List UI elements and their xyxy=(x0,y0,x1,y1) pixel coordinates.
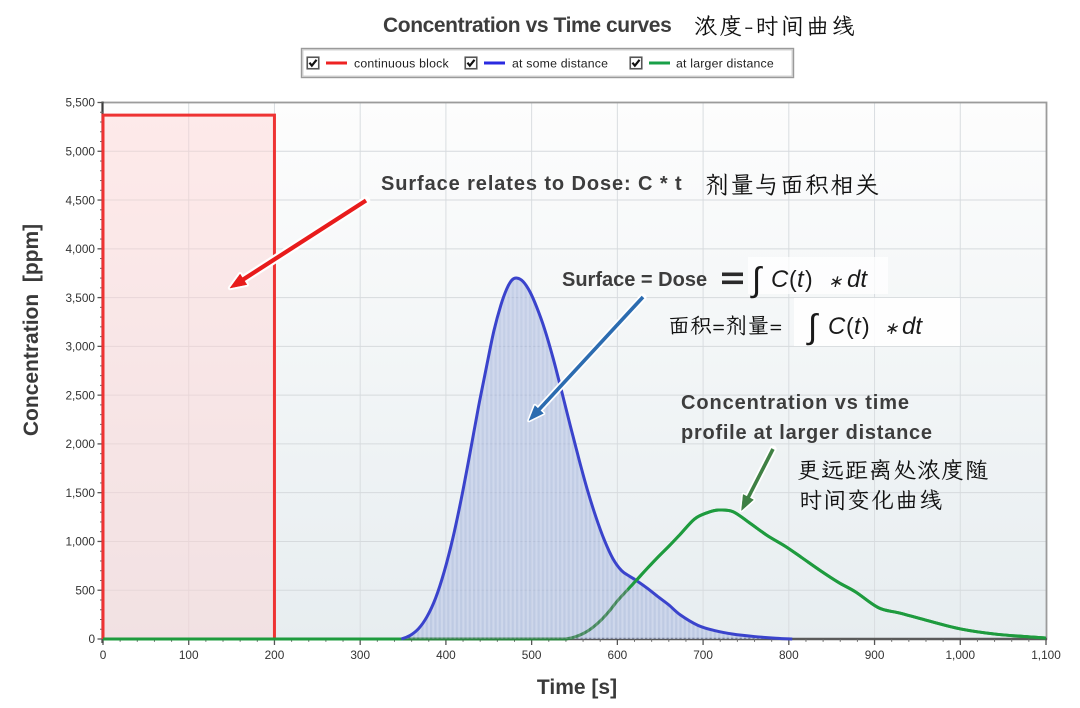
svg-text:700: 700 xyxy=(693,648,713,662)
svg-text:3,000: 3,000 xyxy=(65,340,95,354)
svg-text:): ) xyxy=(862,313,870,339)
svg-text:0: 0 xyxy=(88,632,95,646)
svg-text:Surface = Dose: Surface = Dose xyxy=(562,269,707,291)
svg-text:200: 200 xyxy=(265,648,285,662)
svg-text:300: 300 xyxy=(350,648,370,662)
svg-text:dt: dt xyxy=(847,266,868,293)
svg-text:Concentration vs Time curves: Concentration vs Time curves xyxy=(383,14,671,37)
svg-text:2,000: 2,000 xyxy=(65,437,95,451)
svg-text:continuous block: continuous block xyxy=(354,57,449,71)
svg-text:5,500: 5,500 xyxy=(65,96,95,110)
svg-text:1,500: 1,500 xyxy=(65,486,95,500)
svg-text:500: 500 xyxy=(522,648,542,662)
svg-text:更远距离处浓度随: 更远距离处浓度随 xyxy=(797,454,989,485)
svg-text:1,000: 1,000 xyxy=(65,535,95,549)
svg-text:Concentration [ppm]: Concentration [ppm] xyxy=(20,224,43,436)
svg-text:profile at larger distance: profile at larger distance xyxy=(681,422,933,444)
svg-text:∗: ∗ xyxy=(884,319,898,338)
svg-text:600: 600 xyxy=(608,648,628,662)
svg-text:900: 900 xyxy=(865,648,885,662)
svg-text:(: ( xyxy=(846,313,854,339)
svg-text:4,000: 4,000 xyxy=(65,242,95,256)
svg-text:4,500: 4,500 xyxy=(65,193,95,207)
svg-text:t: t xyxy=(797,266,805,293)
svg-text:C: C xyxy=(828,313,846,340)
svg-text:面积=剂量=: 面积=剂量= xyxy=(668,311,782,340)
svg-text:Surface relates to Dose: C * t: Surface relates to Dose: C * t xyxy=(381,173,683,195)
svg-text:(: ( xyxy=(789,266,797,292)
svg-text:800: 800 xyxy=(779,648,799,662)
svg-text:400: 400 xyxy=(436,648,456,662)
svg-text:∫: ∫ xyxy=(750,261,763,299)
svg-text:1,100: 1,100 xyxy=(1031,648,1061,662)
svg-text:t: t xyxy=(854,313,862,340)
svg-text:Time [s]: Time [s] xyxy=(537,676,617,699)
svg-text:1,000: 1,000 xyxy=(946,648,976,662)
svg-text:at some distance: at some distance xyxy=(512,57,608,71)
svg-text:5,000: 5,000 xyxy=(65,144,95,158)
svg-text:浓度-时间曲线: 浓度-时间曲线 xyxy=(694,10,857,41)
svg-text:∫: ∫ xyxy=(806,308,819,346)
svg-text:C: C xyxy=(771,266,789,293)
svg-text:100: 100 xyxy=(179,648,199,662)
svg-text:时间变化曲线: 时间变化曲线 xyxy=(799,484,943,515)
svg-text:3,500: 3,500 xyxy=(65,291,95,305)
svg-text:dt: dt xyxy=(902,313,923,340)
svg-text:Concentration vs time: Concentration vs time xyxy=(681,392,910,414)
svg-text:剂量与面积相关: 剂量与面积相关 xyxy=(705,168,880,200)
svg-text:∗: ∗ xyxy=(828,272,842,291)
svg-text:at larger distance: at larger distance xyxy=(676,57,774,71)
svg-text:500: 500 xyxy=(75,583,95,597)
svg-text:2,500: 2,500 xyxy=(65,388,95,402)
svg-text:): ) xyxy=(805,266,813,292)
svg-text:0: 0 xyxy=(100,648,107,662)
